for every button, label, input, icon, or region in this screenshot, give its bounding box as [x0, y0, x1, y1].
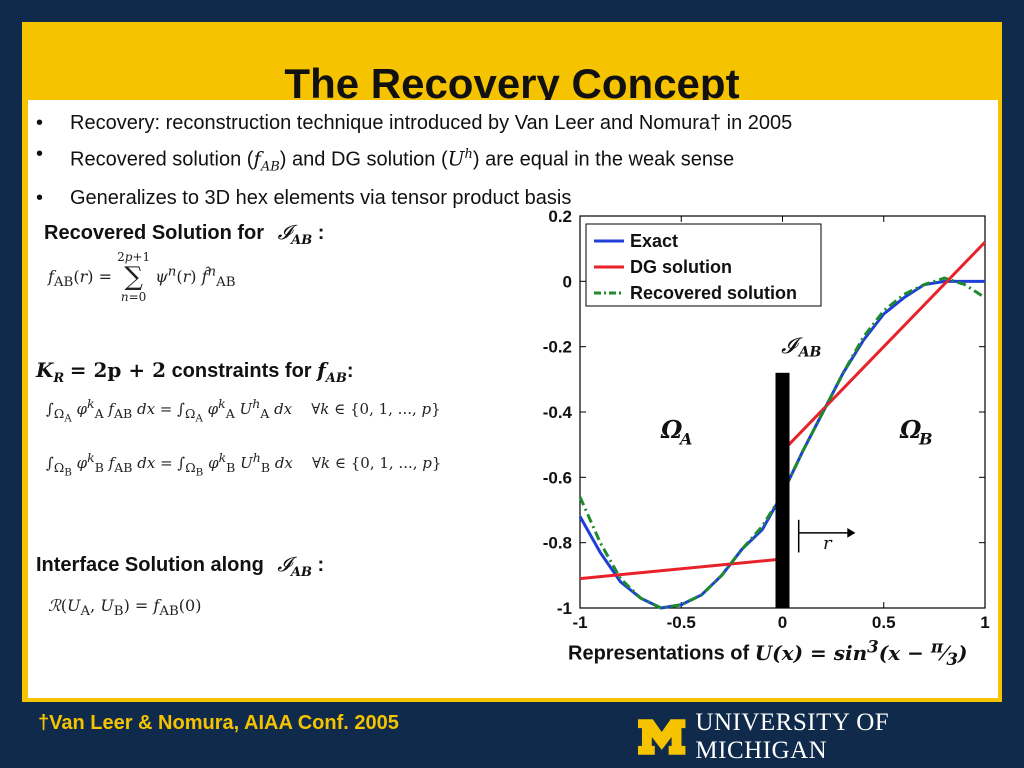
constraint-formula-a: ∫ΩA φkA fAB dx = ∫ΩA φkA UhA dx ∀k ∈ {0,… [46, 396, 441, 425]
series-recovered-line [578, 276, 986, 610]
y-tick-label: -0.4 [543, 403, 573, 422]
constraints-target-sub: AB [325, 371, 347, 386]
legend-label: Exact [630, 231, 678, 251]
x-tick-label: -1 [572, 613, 587, 630]
y-tick-label: -0.2 [543, 338, 572, 357]
region-b-label: Ω [899, 415, 922, 444]
block-m-icon [637, 719, 686, 755]
legend-label: DG solution [630, 257, 732, 277]
legend-box [585, 223, 822, 307]
constraints-K: K [36, 358, 54, 382]
bullet-2-text-b: ) and DG solution ( [279, 148, 448, 171]
bullet-2-sym2: U [447, 146, 465, 171]
recovered-formula-rhs: ψn(r) f̂nAB [155, 264, 236, 290]
constraints-heading: KR = 2p + 2 constraints for fAB: [36, 358, 354, 386]
region-a-label: Ω [660, 415, 683, 444]
bullet-3-text: Generalizes to 3D hex elements via tenso… [70, 186, 572, 209]
constraints-heading-text: constraints for [171, 360, 312, 382]
interface-bar [775, 372, 790, 608]
interface-label-sub: AB [797, 344, 822, 360]
chart-caption: Representations of U(x) = sin3(x − π⁄3) [568, 636, 967, 669]
bullet-1-text: Recovery: reconstruction technique intro… [70, 112, 793, 134]
bullet-2: • Recovered solution (fAB) and DG solutio… [34, 139, 792, 183]
y-tick-label: 0.2 [548, 207, 572, 226]
university-name: UNIVERSITY OF MICHIGAN [695, 709, 890, 764]
constraint-formula-b: ∫ΩB φkB fAB dx = ∫ΩB φkB UhB dx ∀k ∈ {0,… [46, 450, 442, 479]
recovered-formula: fAB(r) = 2p+1 ∑ n=0 ψn(r) f̂nAB [48, 250, 236, 304]
r-arrow-head [847, 527, 856, 538]
bullet-3: • Generalizes to 3D hex elements via tens… [34, 183, 792, 214]
bullet-2-text-c: ) are equal in the weak sense [472, 148, 735, 171]
x-tick-label: 0 [778, 613, 787, 630]
university-logo: UNIVERSITY OF MICHIGAN [636, 709, 1024, 764]
bullet-1: • Recovery: reconstruction technique intr… [34, 108, 792, 139]
caption-math: U(x) = sin3(x − π⁄3) [754, 636, 968, 669]
bullet-2-text-a: Recovered solution ( [70, 148, 254, 171]
bullet-2-sym2-sup: h [464, 147, 473, 162]
bullet-dot-icon: • [36, 143, 44, 165]
interface-heading-text: Interface Solution along [36, 554, 264, 576]
x-tick-label: -0.5 [667, 613, 696, 630]
slide-title: The Recovery Concept [284, 60, 740, 107]
y-tick-label: -0.6 [543, 468, 572, 487]
bullet-2-sym1: f [253, 146, 261, 171]
region-b-sub: B [918, 430, 933, 449]
x-tick-label: 0.5 [872, 613, 896, 630]
bullet-dot-icon: • [36, 186, 44, 209]
constraints-K-sub: R [53, 371, 65, 386]
recovered-heading: Recovered Solution for 𝓘AB : [44, 220, 325, 248]
constraints-eq: = 2p + 2 [69, 358, 166, 382]
y-tick-label: 0 [563, 272, 572, 291]
y-tick-label: -1 [557, 599, 572, 618]
bullet-2-sym1-sub: AB [260, 159, 280, 175]
constraints-target: f [317, 358, 326, 382]
bullet-list: • Recovery: reconstruction technique intr… [34, 108, 792, 214]
interface-symbol: 𝓘AB [277, 220, 313, 248]
bullet-dot-icon: • [36, 112, 44, 134]
caption-text: Representations of [568, 642, 750, 665]
r-label: r [823, 533, 833, 554]
region-a-sub: A [678, 430, 692, 449]
sum-symbol: 2p+1 ∑ n=0 [117, 250, 151, 304]
recovered-formula-lhs: fAB(r) = [48, 266, 118, 290]
y-tick-label: -0.8 [543, 534, 572, 553]
interface-heading: Interface Solution along 𝓘AB : [36, 552, 325, 580]
series-dg-segment [781, 241, 987, 453]
series-dg-segment [579, 557, 783, 581]
footnote: †Van Leer & Nomura, AIAA Conf. 2005 [38, 712, 399, 734]
interface-symbol: 𝓘AB [277, 552, 312, 580]
chart: 0.2 0 -0.2 -0.4 -0.6 -0.8 -1 -1 -0.5 0 0.5 1 r 𝓘 AB Ω A Ω… [530, 200, 1000, 632]
interface-formula: ℛ(UA, UB) = fAB(0) [48, 596, 202, 620]
legend-label: Recovered solution [630, 283, 797, 303]
recovered-heading-text: Recovered Solution for [44, 222, 265, 244]
x-tick-label: 1 [980, 613, 989, 630]
